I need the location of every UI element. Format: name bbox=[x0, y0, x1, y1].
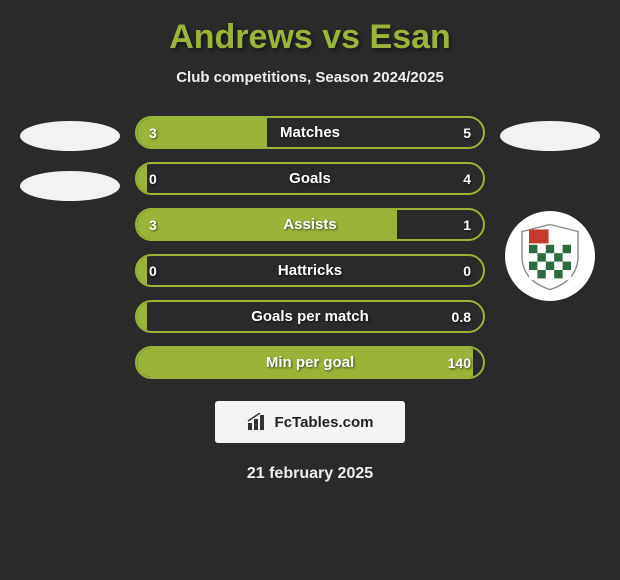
stat-right-value: 4 bbox=[463, 171, 471, 187]
stat-bar-hattricks: 0Hattricks0 bbox=[135, 254, 485, 287]
stat-bars: 3Matches50Goals43Assists10Hattricks0Goal… bbox=[135, 116, 485, 379]
stat-right-value: 5 bbox=[463, 125, 471, 141]
stat-right-value: 0 bbox=[463, 263, 471, 279]
left-badge-2 bbox=[20, 171, 120, 201]
page-title: Andrews vs Esan bbox=[15, 18, 605, 57]
club-crest bbox=[505, 211, 595, 301]
stat-label: Goals bbox=[137, 170, 483, 187]
stat-label: Goals per match bbox=[137, 308, 483, 325]
stat-bar-goals: 0Goals4 bbox=[135, 162, 485, 195]
subtitle: Club competitions, Season 2024/2025 bbox=[15, 69, 605, 86]
chart-icon bbox=[247, 413, 269, 431]
stat-right-value: 1 bbox=[463, 217, 471, 233]
fctables-badge: FcTables.com bbox=[215, 401, 405, 443]
stat-label: Assists bbox=[137, 216, 483, 233]
stat-label: Hattricks bbox=[137, 262, 483, 279]
stat-label: Min per goal bbox=[137, 354, 483, 371]
stat-right-value: 140 bbox=[448, 355, 471, 371]
stat-label: Matches bbox=[137, 124, 483, 141]
shield-icon bbox=[515, 221, 585, 291]
stat-bar-min-per-goal: Min per goal140 bbox=[135, 346, 485, 379]
content-row: 3Matches50Goals43Assists10Hattricks0Goal… bbox=[15, 116, 605, 379]
right-badge-column bbox=[495, 116, 605, 301]
stat-bar-assists: 3Assists1 bbox=[135, 208, 485, 241]
left-badge-column bbox=[15, 116, 125, 201]
stat-bar-matches: 3Matches5 bbox=[135, 116, 485, 149]
right-badge-1 bbox=[500, 121, 600, 151]
date-label: 21 february 2025 bbox=[15, 465, 605, 483]
fctables-label: FcTables.com bbox=[275, 414, 374, 431]
stat-bar-goals-per-match: Goals per match0.8 bbox=[135, 300, 485, 333]
stat-right-value: 0.8 bbox=[452, 309, 471, 325]
left-badge-1 bbox=[20, 121, 120, 151]
